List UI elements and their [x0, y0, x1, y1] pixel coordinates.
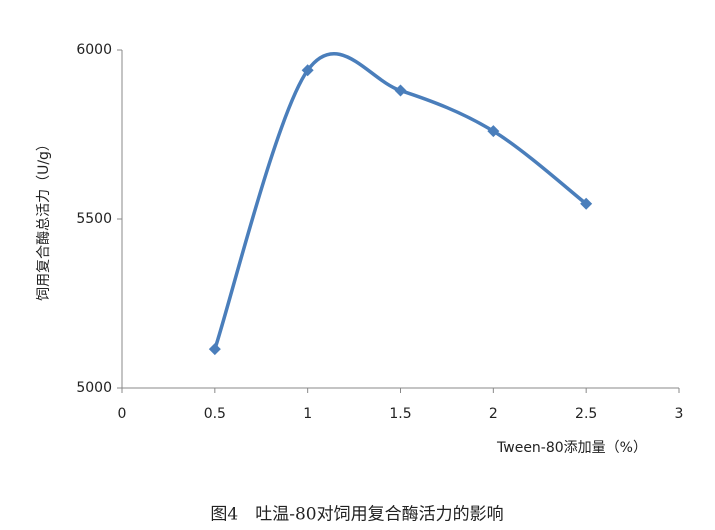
- x-axis-label: Tween-80添加量（%）: [496, 440, 647, 456]
- x-tick-label: 0.5: [204, 406, 226, 422]
- x-tick-label: 1.5: [389, 406, 411, 422]
- x-tick-label: 1: [303, 406, 312, 422]
- marker: [394, 84, 407, 97]
- marker: [301, 64, 314, 77]
- caption: 图4 吐温-80对饲用复合酶活力的影响: [210, 505, 503, 525]
- line: [213, 52, 588, 350]
- x-tick-label: 2.5: [575, 406, 597, 422]
- marker: [487, 125, 500, 138]
- x-tick-label: 3: [675, 406, 684, 422]
- y-tick-label: 5000: [76, 380, 112, 396]
- x-tick-label: 0: [118, 406, 127, 422]
- y-tick-label: 6000: [76, 42, 112, 58]
- marker: [208, 343, 221, 356]
- y-axis-label: 饲用复合酶总活力（U/g）: [35, 137, 52, 301]
- y-tick-label: 5500: [76, 211, 112, 227]
- x-tick-label: 2: [489, 406, 498, 422]
- marker: [580, 197, 593, 210]
